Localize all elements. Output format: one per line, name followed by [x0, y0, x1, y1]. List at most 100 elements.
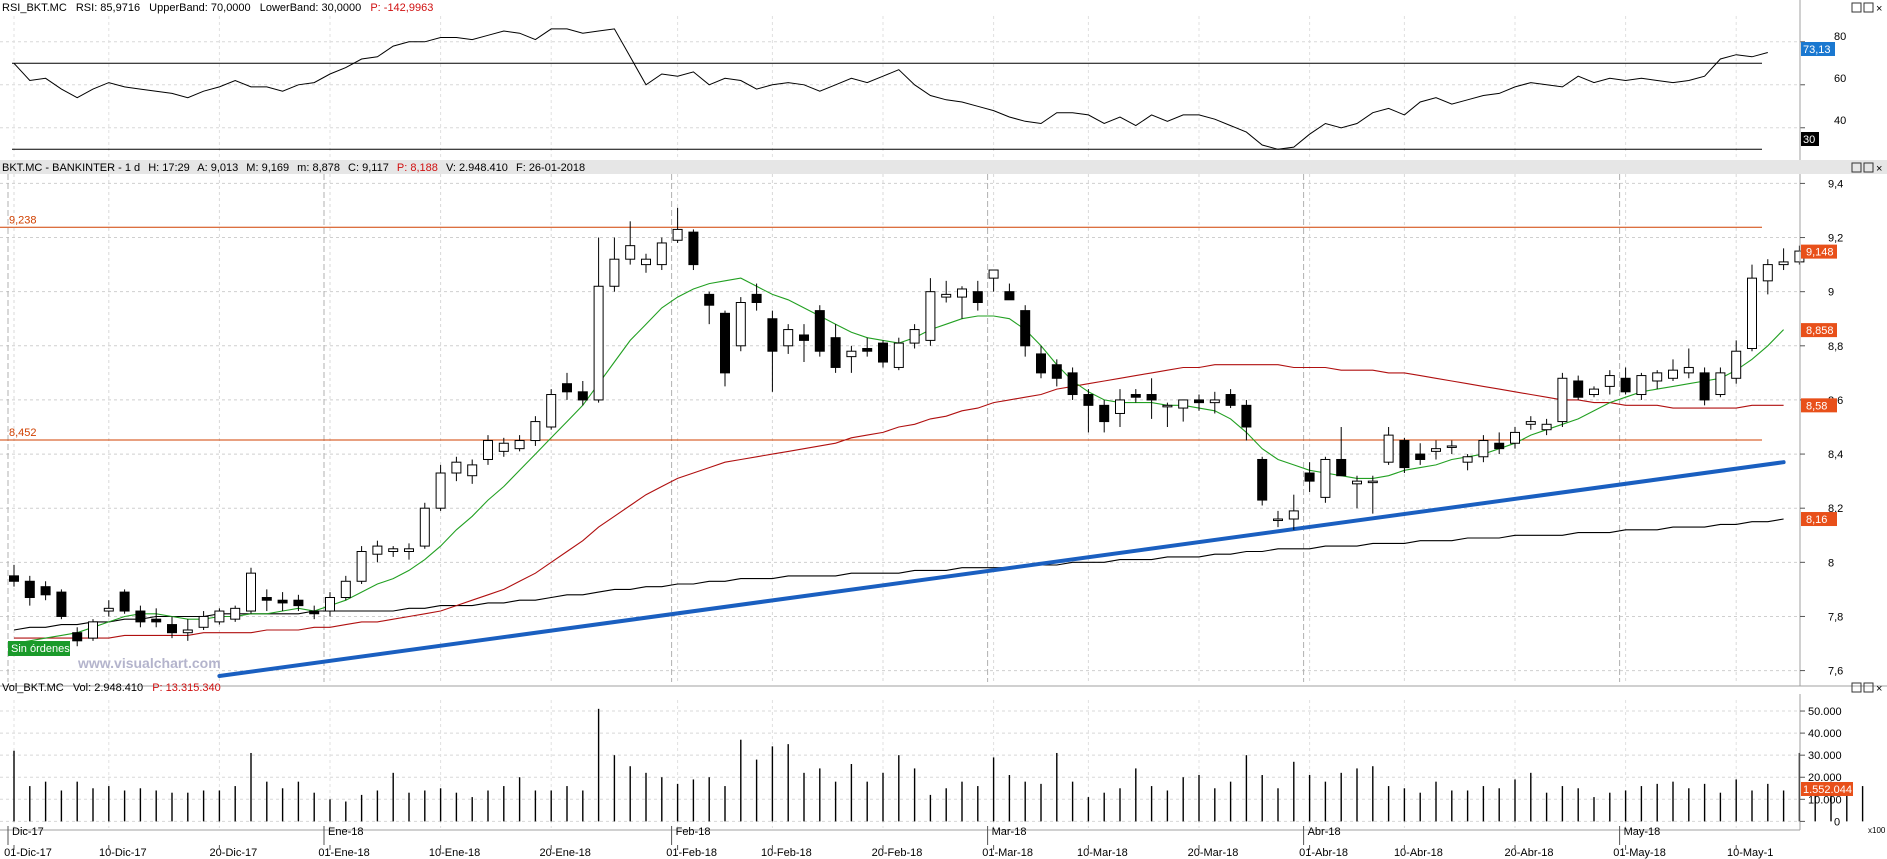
- candle-body: [1668, 369, 1678, 379]
- candle-body: [9, 575, 19, 582]
- candle: [1573, 375, 1584, 400]
- candle: [1557, 372, 1568, 427]
- candle: [356, 546, 367, 584]
- candle: [1162, 402, 1173, 427]
- candle: [404, 543, 414, 560]
- candle: [1636, 372, 1647, 400]
- price-header-m: M: 9,169: [246, 162, 289, 174]
- candle-body: [103, 607, 114, 612]
- month-label: Feb-18: [676, 826, 711, 838]
- price-value-label: 8,858: [1806, 325, 1834, 337]
- candle: [388, 546, 399, 557]
- candle: [1699, 367, 1710, 406]
- candle-body: [1367, 480, 1378, 484]
- rsi-tick-60: 60: [1834, 73, 1846, 85]
- date-label: 20-Ene-18: [540, 847, 591, 859]
- rsi-close-icon[interactable]: ×: [1876, 3, 1882, 15]
- candle: [720, 310, 730, 387]
- volume-maximize-button[interactable]: [1863, 682, 1874, 693]
- candle-body: [467, 464, 478, 477]
- price-axis-label: 7,8: [1828, 611, 1843, 623]
- candle: [1352, 475, 1362, 509]
- rsi-panel[interactable]: RSI_BKT.MC RSI: 85,9716 UpperBand: 70,00…: [0, 0, 1887, 162]
- candle: [198, 611, 209, 630]
- candle-body: [1209, 399, 1220, 404]
- candle-body: [419, 507, 430, 547]
- candle-body: [1446, 445, 1457, 448]
- candle: [119, 589, 130, 614]
- rsi-line: [13, 28, 1768, 150]
- rsi-header-upper: UpperBand: 70,0000: [149, 2, 251, 14]
- candle-body: [1099, 404, 1110, 423]
- rsi-maximize-button[interactable]: [1863, 2, 1874, 13]
- candle-body: [1525, 421, 1536, 425]
- candle: [767, 310, 778, 392]
- price-minimize-button[interactable]: [1851, 162, 1862, 173]
- candle-body: [672, 228, 683, 241]
- candle-body: [704, 293, 715, 306]
- volume-close-icon[interactable]: ×: [1876, 683, 1882, 695]
- price-axis-label: 9,4: [1828, 178, 1843, 190]
- date-label: 20-Mar-18: [1188, 847, 1239, 859]
- price-header-mn: m: 8,878: [297, 162, 340, 174]
- candle: [325, 592, 335, 617]
- candle-body: [767, 318, 778, 352]
- ma-mid-line: [14, 364, 1784, 639]
- candle: [878, 340, 888, 368]
- ma-short-line: [13, 277, 1784, 645]
- price-window-buttons: ×: [1851, 162, 1882, 175]
- candle-body: [498, 442, 509, 452]
- candle-body: [846, 350, 857, 358]
- candle: [1541, 418, 1552, 436]
- volume-scale-label: x100: [1868, 826, 1886, 835]
- date-label: 01-May-18: [1613, 847, 1666, 859]
- candle: [1051, 359, 1062, 387]
- price-close-icon[interactable]: ×: [1876, 163, 1882, 175]
- candle-body: [1399, 440, 1410, 469]
- candle: [56, 589, 67, 620]
- candle-body: [1462, 456, 1473, 463]
- resistance-label: 9,238: [9, 214, 37, 226]
- candle: [672, 207, 683, 243]
- candle: [103, 600, 114, 617]
- candle-body: [1415, 453, 1426, 460]
- candle: [1304, 462, 1315, 492]
- candle: [1652, 370, 1663, 390]
- candle: [1778, 248, 1789, 271]
- price-header-f: F: 26-01-2018: [516, 162, 585, 174]
- candle: [498, 437, 509, 457]
- price-grid: [0, 174, 1800, 682]
- candle-body: [56, 591, 67, 617]
- candle-body: [1652, 372, 1663, 382]
- order-status-badge[interactable]: [8, 641, 70, 656]
- date-label: 01-Feb-18: [666, 847, 717, 859]
- volume-minimize-button[interactable]: [1851, 682, 1862, 693]
- price-panel[interactable]: 9,238 8,452 www.visualchart.com Sin órden…: [0, 174, 1843, 686]
- candle: [277, 592, 288, 612]
- date-label: 10-Abr-18: [1394, 847, 1443, 859]
- price-value-label: 8,58: [1806, 400, 1827, 412]
- candle-body: [1510, 431, 1520, 444]
- price-maximize-button[interactable]: [1863, 162, 1874, 173]
- candle-body: [735, 302, 746, 347]
- candle-body: [1083, 394, 1094, 406]
- volume-header: Vol_BKT.MC Vol: 2.948.410 P: 13.315.340: [2, 682, 221, 694]
- candle-body: [451, 461, 462, 474]
- rsi-axis: 80 60 40 73,13 30: [1801, 31, 1846, 146]
- rsi-minimize-button[interactable]: [1851, 2, 1862, 13]
- candle-body: [1225, 394, 1236, 406]
- candle-body: [1273, 518, 1283, 522]
- candle-body: [609, 258, 620, 287]
- candle-body: [514, 440, 525, 450]
- candle-body: [24, 580, 35, 599]
- candle: [1510, 427, 1520, 449]
- volume-axis: 50.000 40.000 30.000 20.000 10.000 0: [1800, 706, 1842, 828]
- rsi-header-lower: LowerBand: 30,0000: [260, 2, 362, 14]
- candle: [846, 345, 857, 373]
- date-label: 10-Mar-18: [1077, 847, 1128, 859]
- candle-body: [388, 548, 399, 552]
- month-label: May-18: [1624, 826, 1661, 838]
- volume-panel[interactable]: Vol_BKT.MC Vol: 2.948.410 P: 13.315.340 …: [0, 682, 1887, 835]
- candle: [1130, 389, 1141, 403]
